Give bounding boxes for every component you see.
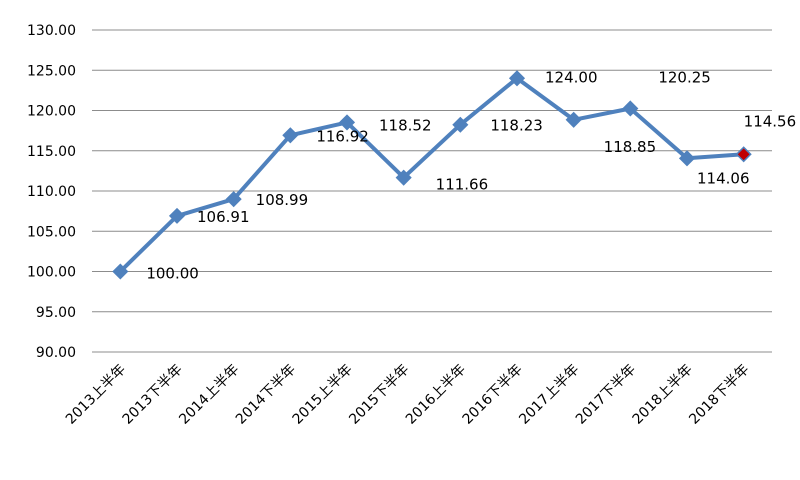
data-label: 114.56 [744, 112, 797, 130]
data-label: 116.92 [316, 127, 369, 145]
y-tick-label: 125.00 [27, 63, 76, 79]
data-label: 111.66 [436, 176, 489, 194]
data-point-marker [112, 263, 129, 280]
x-axis-ticks: 2013上半年2013下半年2014上半年2014下半年2015上半年2015下… [63, 362, 753, 428]
series-line [118, 76, 744, 273]
data-point-marker [168, 207, 186, 224]
data-label: 108.99 [256, 191, 309, 209]
x-tick-label: 2017上半年 [516, 362, 582, 428]
y-tick-label: 105.00 [27, 224, 76, 240]
x-tick-label: 2015上半年 [290, 362, 356, 428]
data-point-marker [395, 169, 412, 186]
y-tick-label: 120.00 [27, 104, 76, 120]
data-label: 118.23 [490, 117, 543, 135]
x-tick-label: 2016上半年 [403, 362, 469, 428]
y-tick-label: 115.00 [27, 144, 76, 160]
x-tick-label: 2014上半年 [176, 362, 242, 428]
x-tick-label: 2013上半年 [63, 362, 129, 428]
x-tick-label: 2018上半年 [630, 362, 696, 428]
y-tick-label: 95.00 [36, 305, 76, 321]
data-label: 100.00 [146, 265, 199, 283]
y-tick-label: 90.00 [36, 345, 76, 361]
data-label: 118.52 [379, 116, 432, 134]
y-tick-label: 100.00 [27, 265, 76, 281]
x-tick-label: 2018下半年 [686, 362, 752, 428]
data-label: 124.00 [545, 68, 598, 86]
data-labels: 100.00 106.91 108.99 116.92 118.52 111.66 118.… [146, 68, 796, 282]
x-tick-label: 2013下半年 [120, 362, 186, 428]
y-tick-label: 130.00 [27, 23, 76, 39]
data-point-marker [338, 114, 356, 131]
data-label: 120.25 [658, 68, 711, 86]
data-point-marker [565, 111, 582, 128]
data-point-marker [225, 191, 242, 208]
data-point-marker [622, 100, 639, 117]
y-axis-ticks: 90.00 95.00 100.00 105.00 110.00 115.00 120.00… [27, 23, 76, 361]
x-tick-label: 2017下半年 [573, 362, 639, 428]
x-tick-label: 2016下半年 [460, 362, 526, 428]
x-tick-label: 2015下半年 [346, 362, 412, 428]
series-markers [112, 70, 752, 280]
data-label: 106.91 [197, 208, 250, 226]
data-point-marker [282, 127, 299, 144]
x-tick-label: 2014下半年 [233, 362, 299, 428]
data-label: 114.06 [697, 169, 750, 187]
data-point-marker [452, 116, 469, 133]
data-point-marker [508, 70, 526, 87]
y-tick-label: 110.00 [27, 184, 76, 200]
data-label: 118.85 [604, 138, 657, 156]
data-point-marker [735, 146, 752, 163]
data-point-marker [678, 150, 696, 167]
